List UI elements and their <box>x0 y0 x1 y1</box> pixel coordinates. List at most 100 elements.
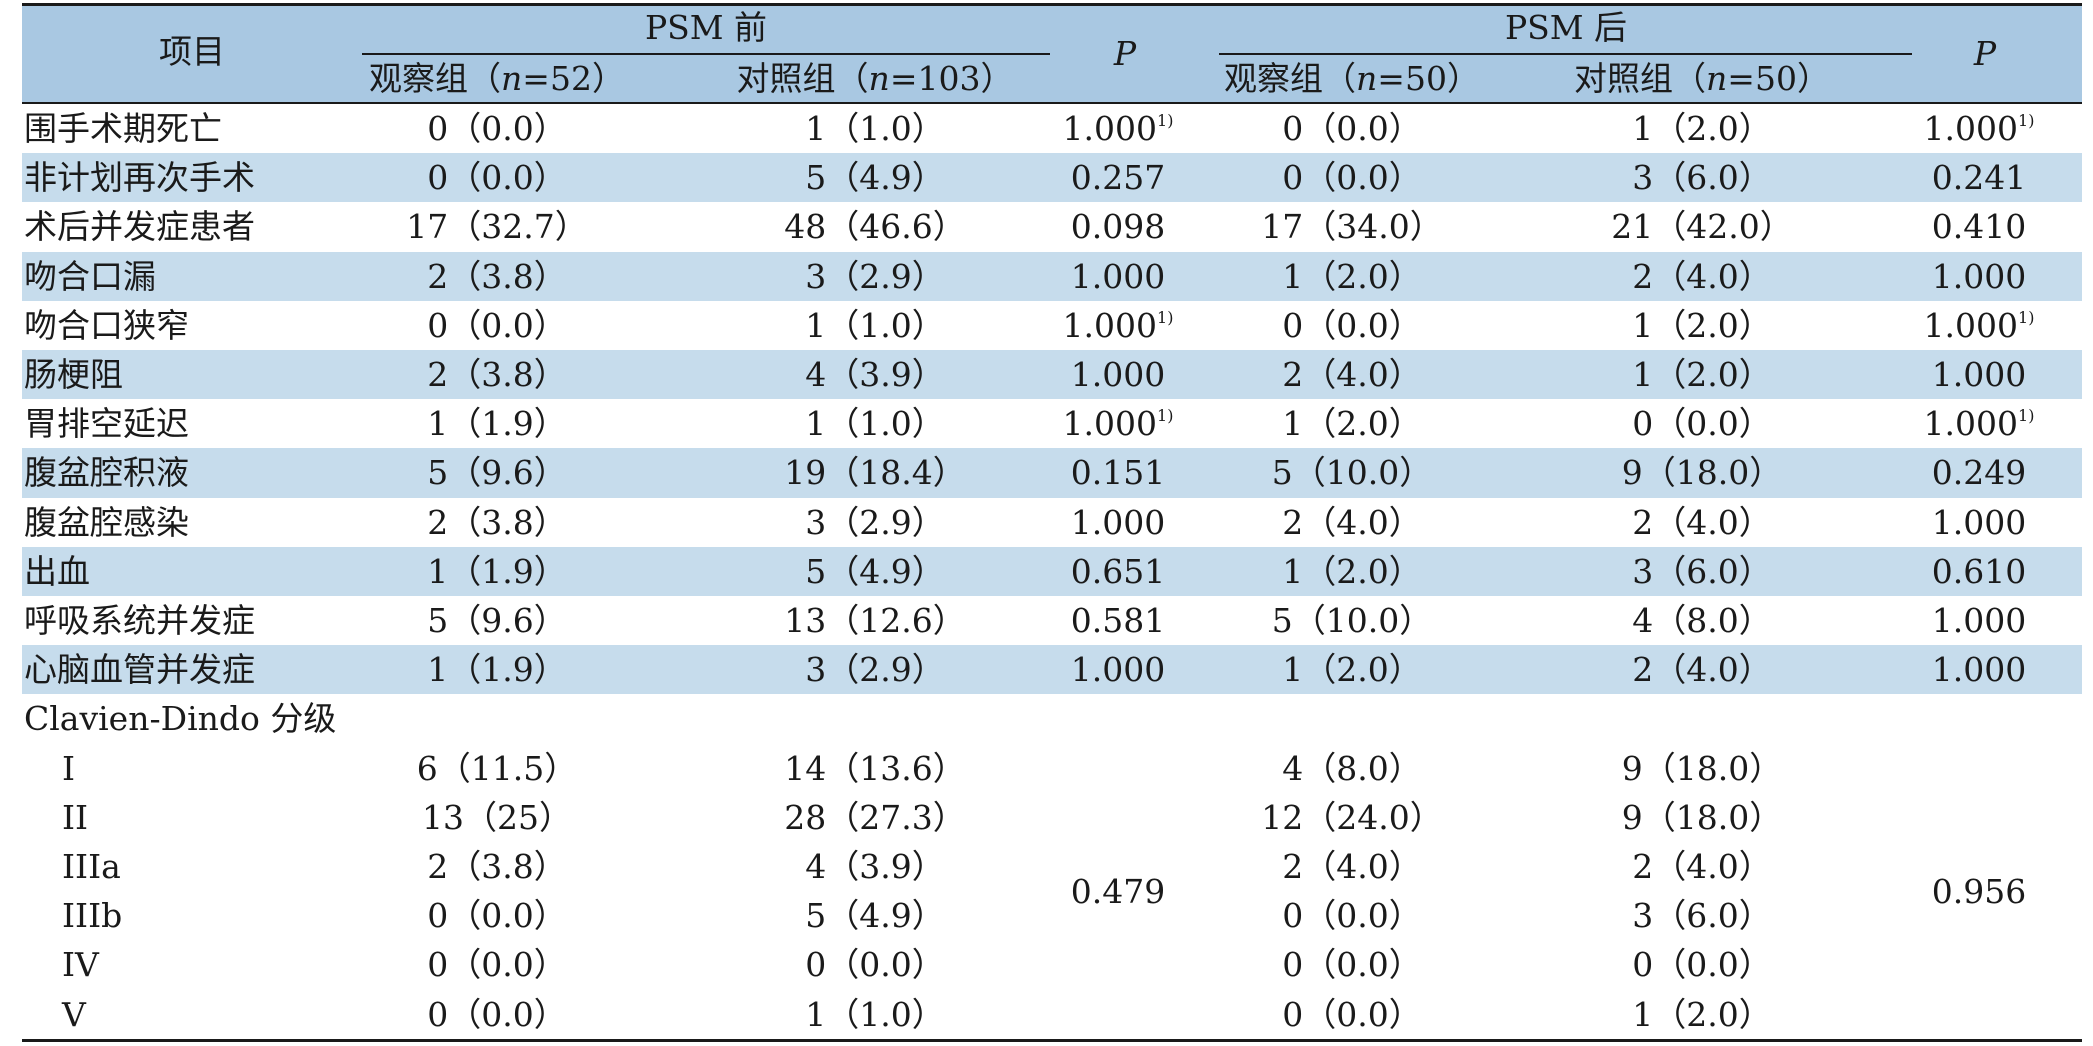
after-observation-value: 0（0.0） <box>1282 158 1422 198</box>
grade-label: I <box>62 748 76 788</box>
grade-label: IIIa <box>62 847 121 886</box>
after-p-value: 1.000 <box>1932 596 2026 645</box>
after-observation-value: 2（4.0） <box>1282 847 1422 886</box>
before-control-value: 3（2.9） <box>805 256 945 296</box>
after-p-value: 0.249 <box>1932 448 2026 497</box>
after-control-value: 2（4.0） <box>1632 256 1772 296</box>
before-control-value: 48（46.6） <box>784 207 966 247</box>
row-label: 肠梗阻 <box>24 355 123 394</box>
after-p-value: 1.0001) <box>1924 104 2035 153</box>
before-control-value: 5（4.9） <box>805 896 945 936</box>
before-observation-value: 17（32.7） <box>406 207 588 247</box>
after-observation-value: 2（4.0） <box>1282 502 1422 542</box>
after-p-value: 0.610 <box>1932 547 2026 596</box>
before-observation-value: 0（0.0） <box>427 896 567 936</box>
p-number: 1.000 <box>1070 256 1166 296</box>
before-observation-value: 0（0.0） <box>427 109 567 148</box>
psm-after-subrule <box>1219 53 1912 55</box>
before-p-value: 1.0001) <box>1063 301 1174 350</box>
after-control-value: 9（18.0） <box>1621 453 1783 493</box>
after-control-value: 0（0.0） <box>1632 404 1772 444</box>
after-control-value: 2（4.0） <box>1632 502 1772 542</box>
before-control-value: 5（4.9） <box>805 551 945 591</box>
after-p-value: 1.000 <box>1932 645 2026 694</box>
p-number: 0.410 <box>1931 207 2027 247</box>
header-bottom-rule <box>22 102 2082 104</box>
before-observation-value: 2（3.8） <box>427 847 567 886</box>
after-observation-value: 1（2.0） <box>1282 650 1422 690</box>
after-control-value: 1（2.0） <box>1632 305 1772 345</box>
before-observation-value: 0（0.0） <box>427 305 567 345</box>
before-control-value: 4（3.9） <box>805 847 945 886</box>
row-label: 非计划再次手术 <box>24 158 255 198</box>
p-number: 0.249 <box>1931 453 2027 493</box>
after-p-value: 1.000 <box>1932 498 2026 547</box>
after-control-value: 2（4.0） <box>1632 650 1772 690</box>
grade-after-p-value: 0.956 <box>1931 872 2027 912</box>
row-label: 吻合口狭窄 <box>24 305 189 345</box>
after-control-value: 9（18.0） <box>1621 797 1783 837</box>
after-observation-value: 0（0.0） <box>1282 896 1422 936</box>
after-observation-value: 1（2.0） <box>1282 256 1422 296</box>
after-control-value: 0（0.0） <box>1632 945 1772 985</box>
before-observation-value: 5（9.6） <box>427 453 567 493</box>
row-band <box>22 546 2082 596</box>
row-band <box>22 251 2082 301</box>
row-label: 出血 <box>24 551 90 591</box>
p-number: 1.000 <box>1062 109 1158 148</box>
after-observation-value: 5（10.0） <box>1271 453 1433 493</box>
before-control-value: 1（1.0） <box>805 994 945 1034</box>
after-control-value: 1（2.0） <box>1632 355 1772 394</box>
row-band <box>22 645 2082 695</box>
before-observation-value: 13（25） <box>422 797 572 837</box>
after-p-value: 1.000 <box>1932 350 2026 399</box>
grade-label: V <box>62 994 86 1034</box>
before-p-value: 0.257 <box>1071 153 1165 202</box>
p-number: 1.000 <box>1931 502 2027 542</box>
after-observation-value: 0（0.0） <box>1282 945 1422 985</box>
after-control-value: 21（42.0） <box>1611 207 1793 247</box>
row-label: 吻合口漏 <box>24 256 156 296</box>
after-observation-value: 0（0.0） <box>1282 305 1422 345</box>
after-observation-value: 1（2.0） <box>1282 551 1422 591</box>
p-number: 0.651 <box>1070 551 1166 591</box>
before-observation-value: 0（0.0） <box>427 158 567 198</box>
after-control-value: 3（6.0） <box>1632 896 1772 936</box>
p-number: 1.000 <box>1923 109 2019 148</box>
p-number: 0.257 <box>1070 158 1166 198</box>
row-label: 呼吸系统并发症 <box>24 601 255 640</box>
before-p-value: 1.0001) <box>1063 104 1174 153</box>
before-observation-value: 1（1.9） <box>427 551 567 591</box>
grade-before-p-value: 0.479 <box>1070 872 1166 912</box>
after-p-value: 1.0001) <box>1924 301 2035 350</box>
before-control-value: 3（2.9） <box>805 502 945 542</box>
psm-before-subrule <box>362 53 1050 55</box>
row-band <box>22 448 2082 498</box>
p-number: 1.000 <box>1070 650 1166 690</box>
after-observation-value: 1（2.0） <box>1282 404 1422 444</box>
p-number: 1.000 <box>1062 404 1158 444</box>
after-p-value: 1.0001) <box>1924 399 2035 448</box>
before-observation-value: 5（9.6） <box>427 601 567 640</box>
before-control-value: 14（13.6） <box>784 748 966 788</box>
before-p-value: 1.000 <box>1071 645 1165 694</box>
header-item: 项目 <box>159 32 225 71</box>
p-number: 1.000 <box>1070 355 1166 394</box>
after-observation-value: 2（4.0） <box>1282 355 1422 394</box>
bottom-rule <box>22 1039 2082 1042</box>
before-p-value: 0.581 <box>1071 596 1165 645</box>
after-p-value: 1.000 <box>1932 252 2026 301</box>
row-band <box>22 153 2082 203</box>
before-control-value: 19（18.4） <box>784 453 966 493</box>
footnote-marker: 1) <box>1157 111 1174 130</box>
grade-label: II <box>62 797 89 837</box>
before-observation-value: 2（3.8） <box>427 256 567 296</box>
p-number: 1.000 <box>1923 404 2019 444</box>
before-observation-value: 0（0.0） <box>427 945 567 985</box>
before-p-value: 0.151 <box>1071 448 1165 497</box>
after-observation-value: 0（0.0） <box>1282 994 1422 1034</box>
p-number: 1.000 <box>1931 355 2027 394</box>
p-number: 1.000 <box>1070 502 1166 542</box>
after-p-value: 0.410 <box>1932 202 2026 251</box>
grade-label: IV <box>62 945 99 985</box>
